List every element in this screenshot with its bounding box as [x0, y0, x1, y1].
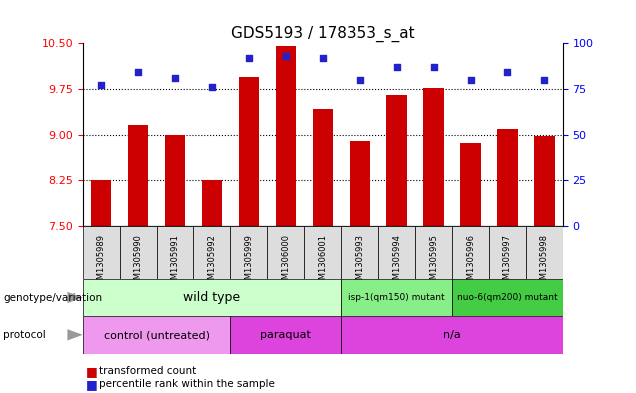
Point	[96, 82, 106, 88]
Bar	[424, 88, 444, 226]
Text: GSM1305989: GSM1305989	[97, 234, 106, 290]
Polygon shape	[67, 329, 83, 340]
Bar	[156, 226, 193, 279]
Bar	[526, 226, 563, 279]
Bar	[202, 180, 222, 226]
Text: GSM1305991: GSM1305991	[170, 234, 179, 290]
Point	[207, 84, 217, 90]
Bar	[489, 226, 526, 279]
Text: genotype/variation: genotype/variation	[3, 292, 102, 303]
Text: GSM1305999: GSM1305999	[244, 234, 253, 290]
Text: GSM1305996: GSM1305996	[466, 234, 475, 290]
Bar	[378, 226, 415, 279]
Text: control (untreated): control (untreated)	[104, 330, 209, 340]
Text: GSM1306001: GSM1306001	[318, 234, 328, 290]
Text: protocol: protocol	[3, 330, 46, 340]
Bar	[193, 226, 230, 279]
Bar	[120, 226, 156, 279]
Bar	[304, 226, 342, 279]
Bar	[342, 226, 378, 279]
Text: ■: ■	[86, 378, 97, 391]
Bar	[91, 180, 111, 226]
Bar	[275, 46, 296, 226]
Bar	[267, 226, 304, 279]
Text: GSM1305998: GSM1305998	[540, 234, 549, 290]
Text: wild type: wild type	[183, 291, 240, 304]
Point	[318, 55, 328, 61]
Text: ■: ■	[86, 365, 97, 378]
Text: GSM1305995: GSM1305995	[429, 234, 438, 290]
Point	[429, 64, 439, 70]
Bar	[350, 141, 370, 226]
Bar	[83, 279, 342, 316]
Bar	[342, 316, 563, 354]
Point	[539, 77, 550, 83]
Point	[466, 77, 476, 83]
Point	[355, 77, 365, 83]
Text: GSM1305997: GSM1305997	[503, 234, 512, 290]
Text: transformed count: transformed count	[99, 366, 196, 376]
Title: GDS5193 / 178353_s_at: GDS5193 / 178353_s_at	[231, 26, 415, 42]
Bar	[387, 95, 407, 226]
Text: GSM1305993: GSM1305993	[356, 234, 364, 290]
Bar	[497, 129, 518, 226]
Bar	[452, 226, 489, 279]
Point	[392, 64, 402, 70]
Point	[133, 69, 143, 75]
Bar	[342, 279, 452, 316]
Bar	[230, 226, 267, 279]
Point	[170, 75, 180, 81]
Point	[244, 55, 254, 61]
Bar	[238, 77, 259, 226]
Text: percentile rank within the sample: percentile rank within the sample	[99, 379, 275, 389]
Bar	[128, 125, 148, 226]
Bar	[460, 143, 481, 226]
Point	[502, 69, 513, 75]
Point	[280, 53, 291, 59]
Bar	[534, 136, 555, 226]
Text: GSM1306000: GSM1306000	[281, 234, 290, 290]
Bar	[230, 316, 342, 354]
Polygon shape	[67, 292, 83, 303]
Text: n/a: n/a	[443, 330, 461, 340]
Bar	[83, 316, 230, 354]
Bar	[313, 109, 333, 226]
Text: paraquat: paraquat	[260, 330, 311, 340]
Text: GSM1305990: GSM1305990	[134, 234, 142, 290]
Text: isp-1(qm150) mutant: isp-1(qm150) mutant	[349, 293, 445, 302]
Bar	[165, 134, 185, 226]
Text: GSM1305994: GSM1305994	[392, 234, 401, 290]
Bar	[415, 226, 452, 279]
Text: GSM1305992: GSM1305992	[207, 234, 216, 290]
Text: nuo-6(qm200) mutant: nuo-6(qm200) mutant	[457, 293, 558, 302]
Bar	[452, 279, 563, 316]
Bar	[83, 226, 120, 279]
